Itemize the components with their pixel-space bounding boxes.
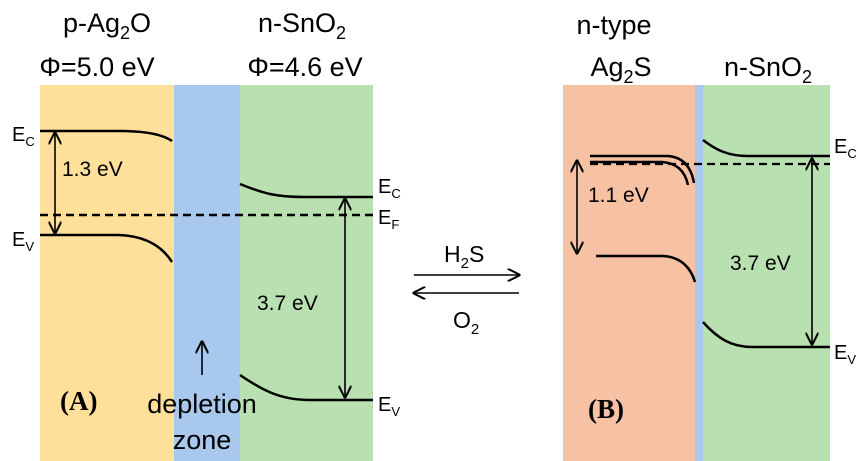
gap-label-sno2-b: 3.7 eV bbox=[730, 252, 791, 275]
conduction-band-sno2-a bbox=[239, 182, 373, 199]
depletion-label-line1: depletion bbox=[147, 389, 257, 419]
valence-band-ag2o bbox=[40, 233, 174, 263]
depletion-zone-region bbox=[174, 85, 240, 461]
ag2s-region bbox=[563, 85, 695, 461]
ec-label-sno2-a: EC bbox=[378, 176, 401, 201]
ag2s-label: Ag2S bbox=[590, 52, 651, 87]
ec-label-sno2-b: EC bbox=[834, 136, 857, 161]
ev-label-sno2-b: EV bbox=[834, 342, 856, 367]
depletion-label-line2: zone bbox=[173, 425, 232, 455]
conduction-band-ag2o bbox=[40, 129, 173, 143]
conduction-band-sno2-b bbox=[702, 139, 830, 158]
ec-label-ag2o: EC bbox=[12, 124, 35, 149]
panel-label-a: (A) bbox=[60, 386, 97, 416]
h2s-label: H2S bbox=[444, 241, 484, 272]
valence-band-ag2s bbox=[596, 254, 697, 283]
p-ag2o-region bbox=[40, 85, 174, 461]
n-type-label: n-type bbox=[576, 10, 651, 40]
conduction-band-ag2s-upper bbox=[590, 154, 696, 184]
panel-label-b: (B) bbox=[588, 394, 624, 424]
n-sno2-region-a bbox=[240, 85, 373, 461]
n-sno2-label-a: n-SnO2 bbox=[258, 8, 346, 43]
o2-label: O2 bbox=[453, 307, 479, 338]
p-ag2o-label: p-Ag2O bbox=[63, 8, 151, 43]
valence-band-sno2-b bbox=[702, 321, 830, 349]
gap-label-ag2o: 1.3 eV bbox=[62, 158, 123, 181]
gap-label-sno2-a: 3.7 eV bbox=[257, 292, 318, 315]
ev-label-ag2o: EV bbox=[12, 229, 34, 254]
ef-label: EF bbox=[378, 207, 399, 232]
ev-label-sno2-a: EV bbox=[378, 394, 400, 419]
gap-label-ag2s: 1.1 eV bbox=[588, 184, 649, 207]
n-sno2-label-b: n-SnO2 bbox=[724, 52, 812, 87]
valence-band-sno2-a bbox=[239, 373, 373, 402]
conduction-band-ag2s-lower bbox=[590, 160, 690, 186]
depletion-strip-b bbox=[695, 85, 703, 461]
p-ag2o-work-function: Φ=5.0 eV bbox=[39, 52, 154, 82]
n-sno2-work-function: Φ=4.6 eV bbox=[247, 52, 362, 82]
